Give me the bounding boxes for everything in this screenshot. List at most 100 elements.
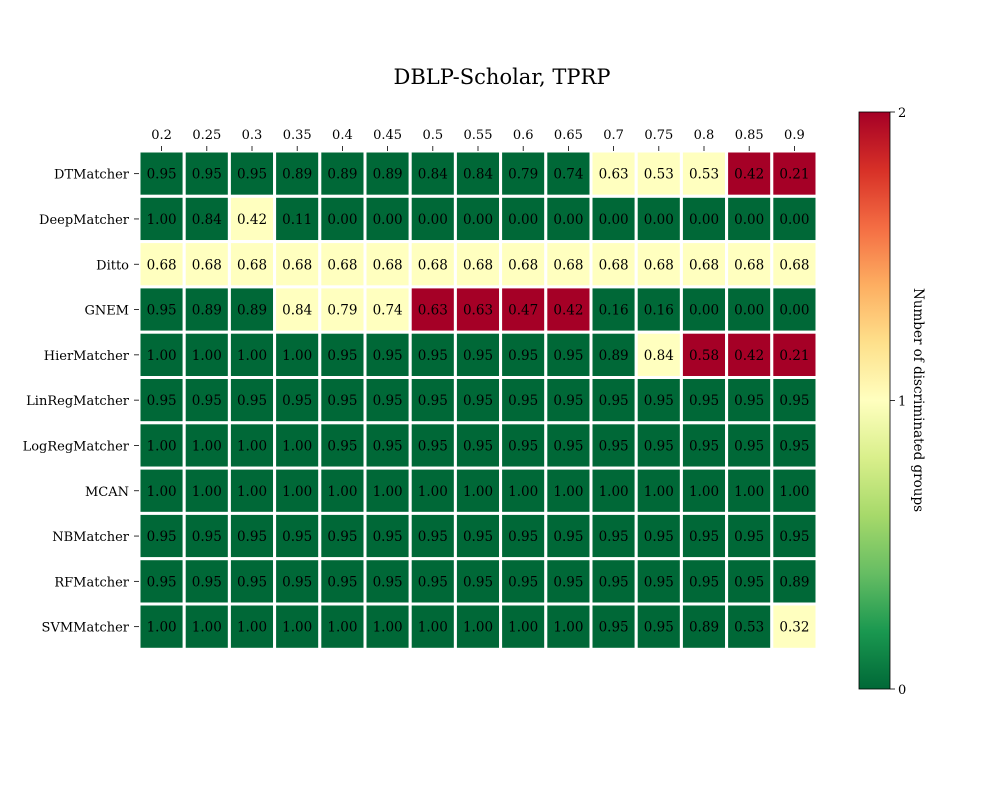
heatmap-cell <box>770 194 819 244</box>
cell-value-label: 0.00 <box>644 212 674 228</box>
cell-value-label: 1.00 <box>282 620 312 636</box>
cell-value-label: 1.00 <box>147 212 177 228</box>
heatmap-cell <box>634 602 683 651</box>
x-tick-label: 0.5 <box>422 128 443 143</box>
cell-value-label: 0.95 <box>644 574 674 590</box>
cell-value-label: 0.95 <box>644 438 674 454</box>
heatmap-cell <box>634 194 683 244</box>
x-tick-label: 0.9 <box>784 128 805 143</box>
heatmap-cell <box>544 557 593 606</box>
cell-value-label: 0.95 <box>418 393 448 409</box>
cell-value-label: 1.00 <box>192 438 222 454</box>
heatmap-cell <box>408 376 457 425</box>
cell-value-label: 1.00 <box>508 620 538 636</box>
cell-value-label: 0.95 <box>599 438 629 454</box>
cell-value-label: 0.84 <box>644 348 674 364</box>
cell-value-label: 0.68 <box>192 257 222 273</box>
cell-value-label: 1.00 <box>463 620 493 636</box>
cell-value-label: 0.95 <box>418 529 448 545</box>
heatmap-cell <box>227 466 277 515</box>
cell-value-label: 0.95 <box>373 438 403 454</box>
cell-value-label: 0.74 <box>373 303 403 319</box>
cell-value-label: 0.95 <box>599 574 629 590</box>
y-tick-label: Ditto <box>96 258 129 273</box>
cell-value-label: 0.11 <box>282 212 312 228</box>
cell-value-label: 0.95 <box>237 167 267 183</box>
cell-value-label: 0.95 <box>734 393 764 409</box>
x-tick-label: 0.25 <box>192 128 221 143</box>
x-tick-label: 0.6 <box>513 128 534 143</box>
cell-value-label: 0.84 <box>418 167 448 183</box>
heatmap-cell <box>363 285 412 334</box>
heatmap-cell <box>679 602 729 651</box>
cell-value-label: 1.00 <box>282 348 312 364</box>
cell-value-label: 0.53 <box>734 620 764 636</box>
heatmap-cell <box>137 511 186 561</box>
cell-value-label: 0.95 <box>463 393 493 409</box>
cell-value-label: 0.95 <box>282 574 312 590</box>
cell-value-label: 0.53 <box>689 167 719 183</box>
cell-value-label: 0.95 <box>147 574 177 590</box>
cell-value-label: 0.42 <box>553 303 583 319</box>
x-tick-label: 0.8 <box>694 128 715 143</box>
cell-value-label: 0.63 <box>463 303 493 319</box>
heatmap-cell <box>499 421 548 470</box>
cell-value-label: 0.68 <box>779 257 809 273</box>
cell-value-label: 0.95 <box>147 167 177 183</box>
cell-value-label: 0.95 <box>734 574 764 590</box>
cell-value-label: 0.21 <box>779 348 809 364</box>
cell-value-label: 1.00 <box>282 438 312 454</box>
cell-value-label: 0.89 <box>237 303 267 319</box>
heatmap-cell <box>544 466 593 515</box>
heatmap-cell <box>679 376 729 425</box>
x-tick-label: 0.7 <box>603 128 624 143</box>
y-tick-label: RFMatcher <box>54 575 129 590</box>
heatmap-cell <box>363 602 412 651</box>
cell-value-label: 1.00 <box>147 484 177 500</box>
cell-value-label: 1.00 <box>599 484 629 500</box>
heatmap-cell <box>137 240 186 289</box>
cell-value-label: 0.95 <box>689 438 719 454</box>
cell-value-label: 0.00 <box>418 212 448 228</box>
cell-value-label: 0.95 <box>418 438 448 454</box>
cell-value-label: 0.42 <box>237 212 267 228</box>
cell-value-label: 1.00 <box>689 484 719 500</box>
x-tick-label: 0.75 <box>644 128 673 143</box>
cell-value-label: 0.95 <box>192 529 222 545</box>
cell-value-label: 0.00 <box>327 212 357 228</box>
heatmap-cell <box>137 330 186 380</box>
cell-value-label: 1.00 <box>734 484 764 500</box>
cell-value-label: 0.95 <box>373 574 403 590</box>
cell-value-label: 0.79 <box>508 167 538 183</box>
cell-value-label: 0.95 <box>508 393 538 409</box>
y-tick-label: MCAN <box>85 485 129 500</box>
cell-value-label: 0.95 <box>373 529 403 545</box>
heatmap-cell <box>679 557 729 606</box>
cell-value-label: 0.95 <box>282 529 312 545</box>
cell-value-label: 0.00 <box>689 303 719 319</box>
y-tick-label: DeepMatcher <box>39 213 130 228</box>
cell-value-label: 1.00 <box>147 348 177 364</box>
cell-value-label: 0.42 <box>734 167 764 183</box>
colorbar-tick-label: 0 <box>898 683 906 698</box>
cell-value-label: 0.95 <box>644 620 674 636</box>
cell-value-label: 0.95 <box>553 348 583 364</box>
cell-value-label: 0.95 <box>599 393 629 409</box>
cell-value-label: 0.95 <box>599 620 629 636</box>
cell-value-label: 0.53 <box>644 167 674 183</box>
y-tick-label: LogRegMatcher <box>23 439 130 454</box>
cell-value-label: 0.68 <box>282 257 312 273</box>
cell-value-label: 0.84 <box>282 303 312 319</box>
cell-value-label: 0.95 <box>327 574 357 590</box>
y-tick-label: HierMatcher <box>44 349 130 364</box>
colorbar: 0 1 2 Number of discriminated groups <box>858 106 926 698</box>
heatmap-cell <box>544 602 593 651</box>
x-tick-label: 0.4 <box>332 128 353 143</box>
cell-value-label: 0.79 <box>327 303 357 319</box>
cell-value-label: 1.00 <box>418 620 448 636</box>
cell-value-label: 0.95 <box>463 348 493 364</box>
x-tick-label: 0.65 <box>554 128 583 143</box>
cell-value-label: 0.95 <box>237 529 267 545</box>
